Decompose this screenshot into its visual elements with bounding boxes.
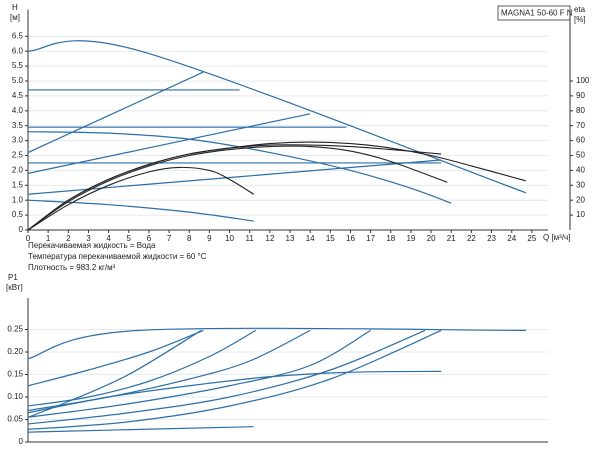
y-tick-label: 3.5 [12,121,24,130]
y-tick-label: 1.0 [12,195,24,204]
y-tick-label: 1.5 [12,180,24,189]
y-unit: [м] [10,13,20,22]
x-tick-label: 1 [46,234,51,243]
chart-title: MAGNA1 50-60 F N [501,9,573,18]
curve [27,40,527,194]
x-tick-label: 20 [427,234,436,243]
curve [27,370,442,414]
y2-tick-label: 50 [576,151,585,160]
y2-tick-label: 40 [576,166,585,175]
y2-label: eta [574,5,586,14]
curve [27,327,526,360]
y-tick-label: 2.5 [12,151,24,160]
y2-tick-label: 20 [576,195,585,204]
x-tick-label: 5 [127,234,132,243]
y-label: H [12,3,18,12]
curve [27,131,452,204]
x-tick-label: 22 [467,234,476,243]
y2-tick-label: 80 [576,106,585,115]
curve [27,329,311,412]
y-unit: [кВт] [6,283,23,292]
x-tick-label: 23 [487,234,496,243]
y-tick-label: 5.5 [12,61,24,70]
x-tick-label: 9 [207,234,212,243]
y2-tick-label: 70 [576,121,585,130]
x-tick-label: 13 [286,234,295,243]
annotation: Плотность = 983.2 кг/м³ [28,263,116,272]
curve [27,329,202,418]
x-tick-label: 11 [246,234,255,243]
curve [27,329,442,430]
y-tick-label: 4.5 [12,91,24,100]
x-tick-label: 2 [66,234,71,243]
curve [27,426,254,433]
x-tick-label: 6 [147,234,152,243]
y-tick-label: 5.0 [12,76,24,85]
x-tick-label: 25 [527,234,536,243]
y-label: P1 [8,273,18,282]
x-label: Q [м³/ч] [543,233,570,242]
x-tick-label: 18 [386,234,395,243]
x-tick-label: 17 [366,234,375,243]
x-tick-label: 16 [346,234,355,243]
curve [27,199,254,222]
y2-tick-label: 30 [576,180,585,189]
y2-unit: [%] [574,15,586,24]
curve [27,159,442,195]
x-tick-label: 10 [225,234,234,243]
x-tick-label: 24 [507,234,516,243]
curve [27,166,255,231]
y2-tick-label: 60 [576,136,585,145]
x-tick-label: 7 [167,234,172,243]
y-tick-label: 6.5 [12,31,24,40]
y-tick-label: 0.10 [7,392,23,401]
x-tick-label: 15 [326,234,335,243]
y-tick-label: 0 [19,225,24,234]
y-tick-label: 3.0 [12,136,24,145]
y2-tick-label: 100 [576,76,590,85]
curve [27,144,442,231]
annotation: Перекачиваемая жидкость = Вода [28,241,156,250]
y-tick-label: 0.20 [7,347,23,356]
y2-tick-label: 10 [576,210,585,219]
x-tick-label: 12 [265,234,274,243]
curve [27,329,371,418]
x-tick-label: 0 [26,234,31,243]
x-tick-label: 8 [187,234,192,243]
x-tick-label: 3 [86,234,91,243]
x-tick-label: 14 [306,234,315,243]
curve [27,329,257,407]
curve [27,113,311,174]
y-tick-label: 2.0 [12,166,24,175]
y-tick-label: 6.0 [12,46,24,55]
annotation: Температура перекачиваемой жидкости = 60… [28,252,207,261]
y-tick-label: 0 [19,437,24,446]
x-tick-label: 21 [447,234,456,243]
y-tick-label: 0.25 [7,325,23,334]
curve [27,329,426,425]
y-tick-label: 0.15 [7,370,23,379]
curve [27,329,204,387]
y2-tick-label: 90 [576,91,585,100]
curve [27,71,204,154]
y-tick-label: 0.5 [12,210,24,219]
curve [27,145,448,231]
x-tick-label: 4 [106,234,111,243]
y-tick-label: 4.0 [12,106,24,115]
x-tick-label: 19 [406,234,415,243]
y-tick-label: 0.05 [7,415,23,424]
